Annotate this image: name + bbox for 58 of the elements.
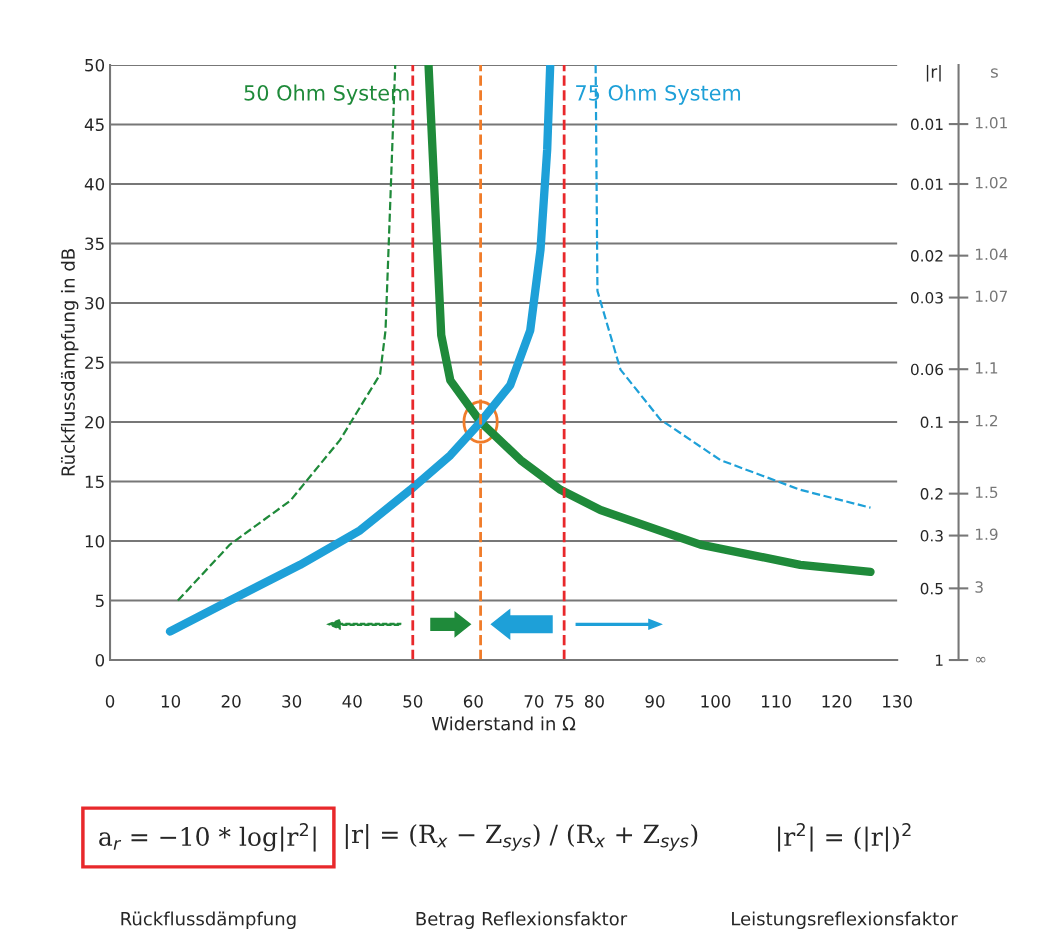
x-tick-label: 10 xyxy=(161,695,181,708)
x-tick-label: 120 xyxy=(822,695,852,708)
x-tick-label: 100 xyxy=(701,695,731,708)
x-tick-label: 0 xyxy=(105,695,115,708)
text: a$_{r}$ = −10 * log|r$^{2}$| xyxy=(99,823,316,852)
y-tick-label: 45 xyxy=(84,118,104,132)
text: Rückflussdämpfung xyxy=(121,911,296,930)
y-tick-label: 20 xyxy=(85,415,105,429)
text: 1.9 xyxy=(975,528,998,540)
x-tick-label: 40 xyxy=(342,695,362,708)
y-tick-label: 40 xyxy=(84,177,105,191)
text: 1.5 xyxy=(975,486,998,499)
text: 1.1 xyxy=(975,362,998,374)
y-tick-label: 0 xyxy=(95,653,105,667)
text: |r| = (R$_{x}$ − Z$_{sys}$) / (R$_{x}$ + Z$_{sys}$) xyxy=(345,823,698,851)
y2-tick-label: 0.5 xyxy=(920,582,943,595)
y-tick-label: 35 xyxy=(85,237,104,251)
y-tick-label: 25 xyxy=(85,356,104,370)
x-tick-label: 110 xyxy=(761,695,791,708)
x-tick-label: 80 xyxy=(584,695,604,708)
text: |r$^{2}$| = (|r|)$^{2}$ xyxy=(778,823,911,852)
x-axis-title: Widerstand in Ω xyxy=(431,716,576,731)
y2-tick-label: 0.3 xyxy=(920,530,943,542)
x-tick-label: 50 xyxy=(403,695,423,708)
text: 1.07 xyxy=(975,290,1008,302)
x-tick-label: 75 xyxy=(554,695,574,708)
y2-tick-label: 0.02 xyxy=(910,250,943,262)
series-label: 50 Ohm System xyxy=(244,84,409,105)
y2-tick-label: 0.03 xyxy=(910,292,943,304)
x-tick-label: 70 xyxy=(524,695,544,708)
text: s xyxy=(990,68,998,78)
y-tick-label: 10 xyxy=(85,534,105,548)
y2-tick-label: 0.2 xyxy=(920,488,943,500)
y2-axis-title: |r| xyxy=(926,64,941,82)
series-label: 75 Ohm System xyxy=(576,84,741,105)
text: 3 xyxy=(975,581,983,593)
text: Leistungsreflexionsfaktor xyxy=(732,911,958,930)
x-tick-label: 90 xyxy=(645,695,665,708)
y2-tick-label: 1 xyxy=(935,654,943,666)
x-tick-label: 20 xyxy=(221,695,241,708)
y-tick-label: 50 xyxy=(85,58,105,72)
y-tick-label: 5 xyxy=(95,594,104,608)
text: 1.2 xyxy=(975,414,998,427)
text: 1.04 xyxy=(975,248,1008,261)
y-axis-title: Rückflussdämpfung in dB xyxy=(60,249,79,476)
y2-tick-label: 0.06 xyxy=(910,363,944,376)
y-tick-label: 30 xyxy=(85,296,105,310)
y-tick-label: 15 xyxy=(85,475,104,489)
text: Betrag Reflexionsfaktor xyxy=(416,911,628,930)
x-tick-label: 60 xyxy=(463,695,483,708)
y2-tick-label: 0.01 xyxy=(910,118,943,131)
y2-tick-label: 0.1 xyxy=(920,416,943,429)
x-tick-label: 130 xyxy=(883,695,912,708)
text: ∞ xyxy=(975,656,986,663)
x-tick-label: 30 xyxy=(282,695,302,708)
text: 1.02 xyxy=(975,176,1007,189)
text: 1.01 xyxy=(975,116,1007,129)
y2-tick-label: 0.01 xyxy=(910,178,943,191)
